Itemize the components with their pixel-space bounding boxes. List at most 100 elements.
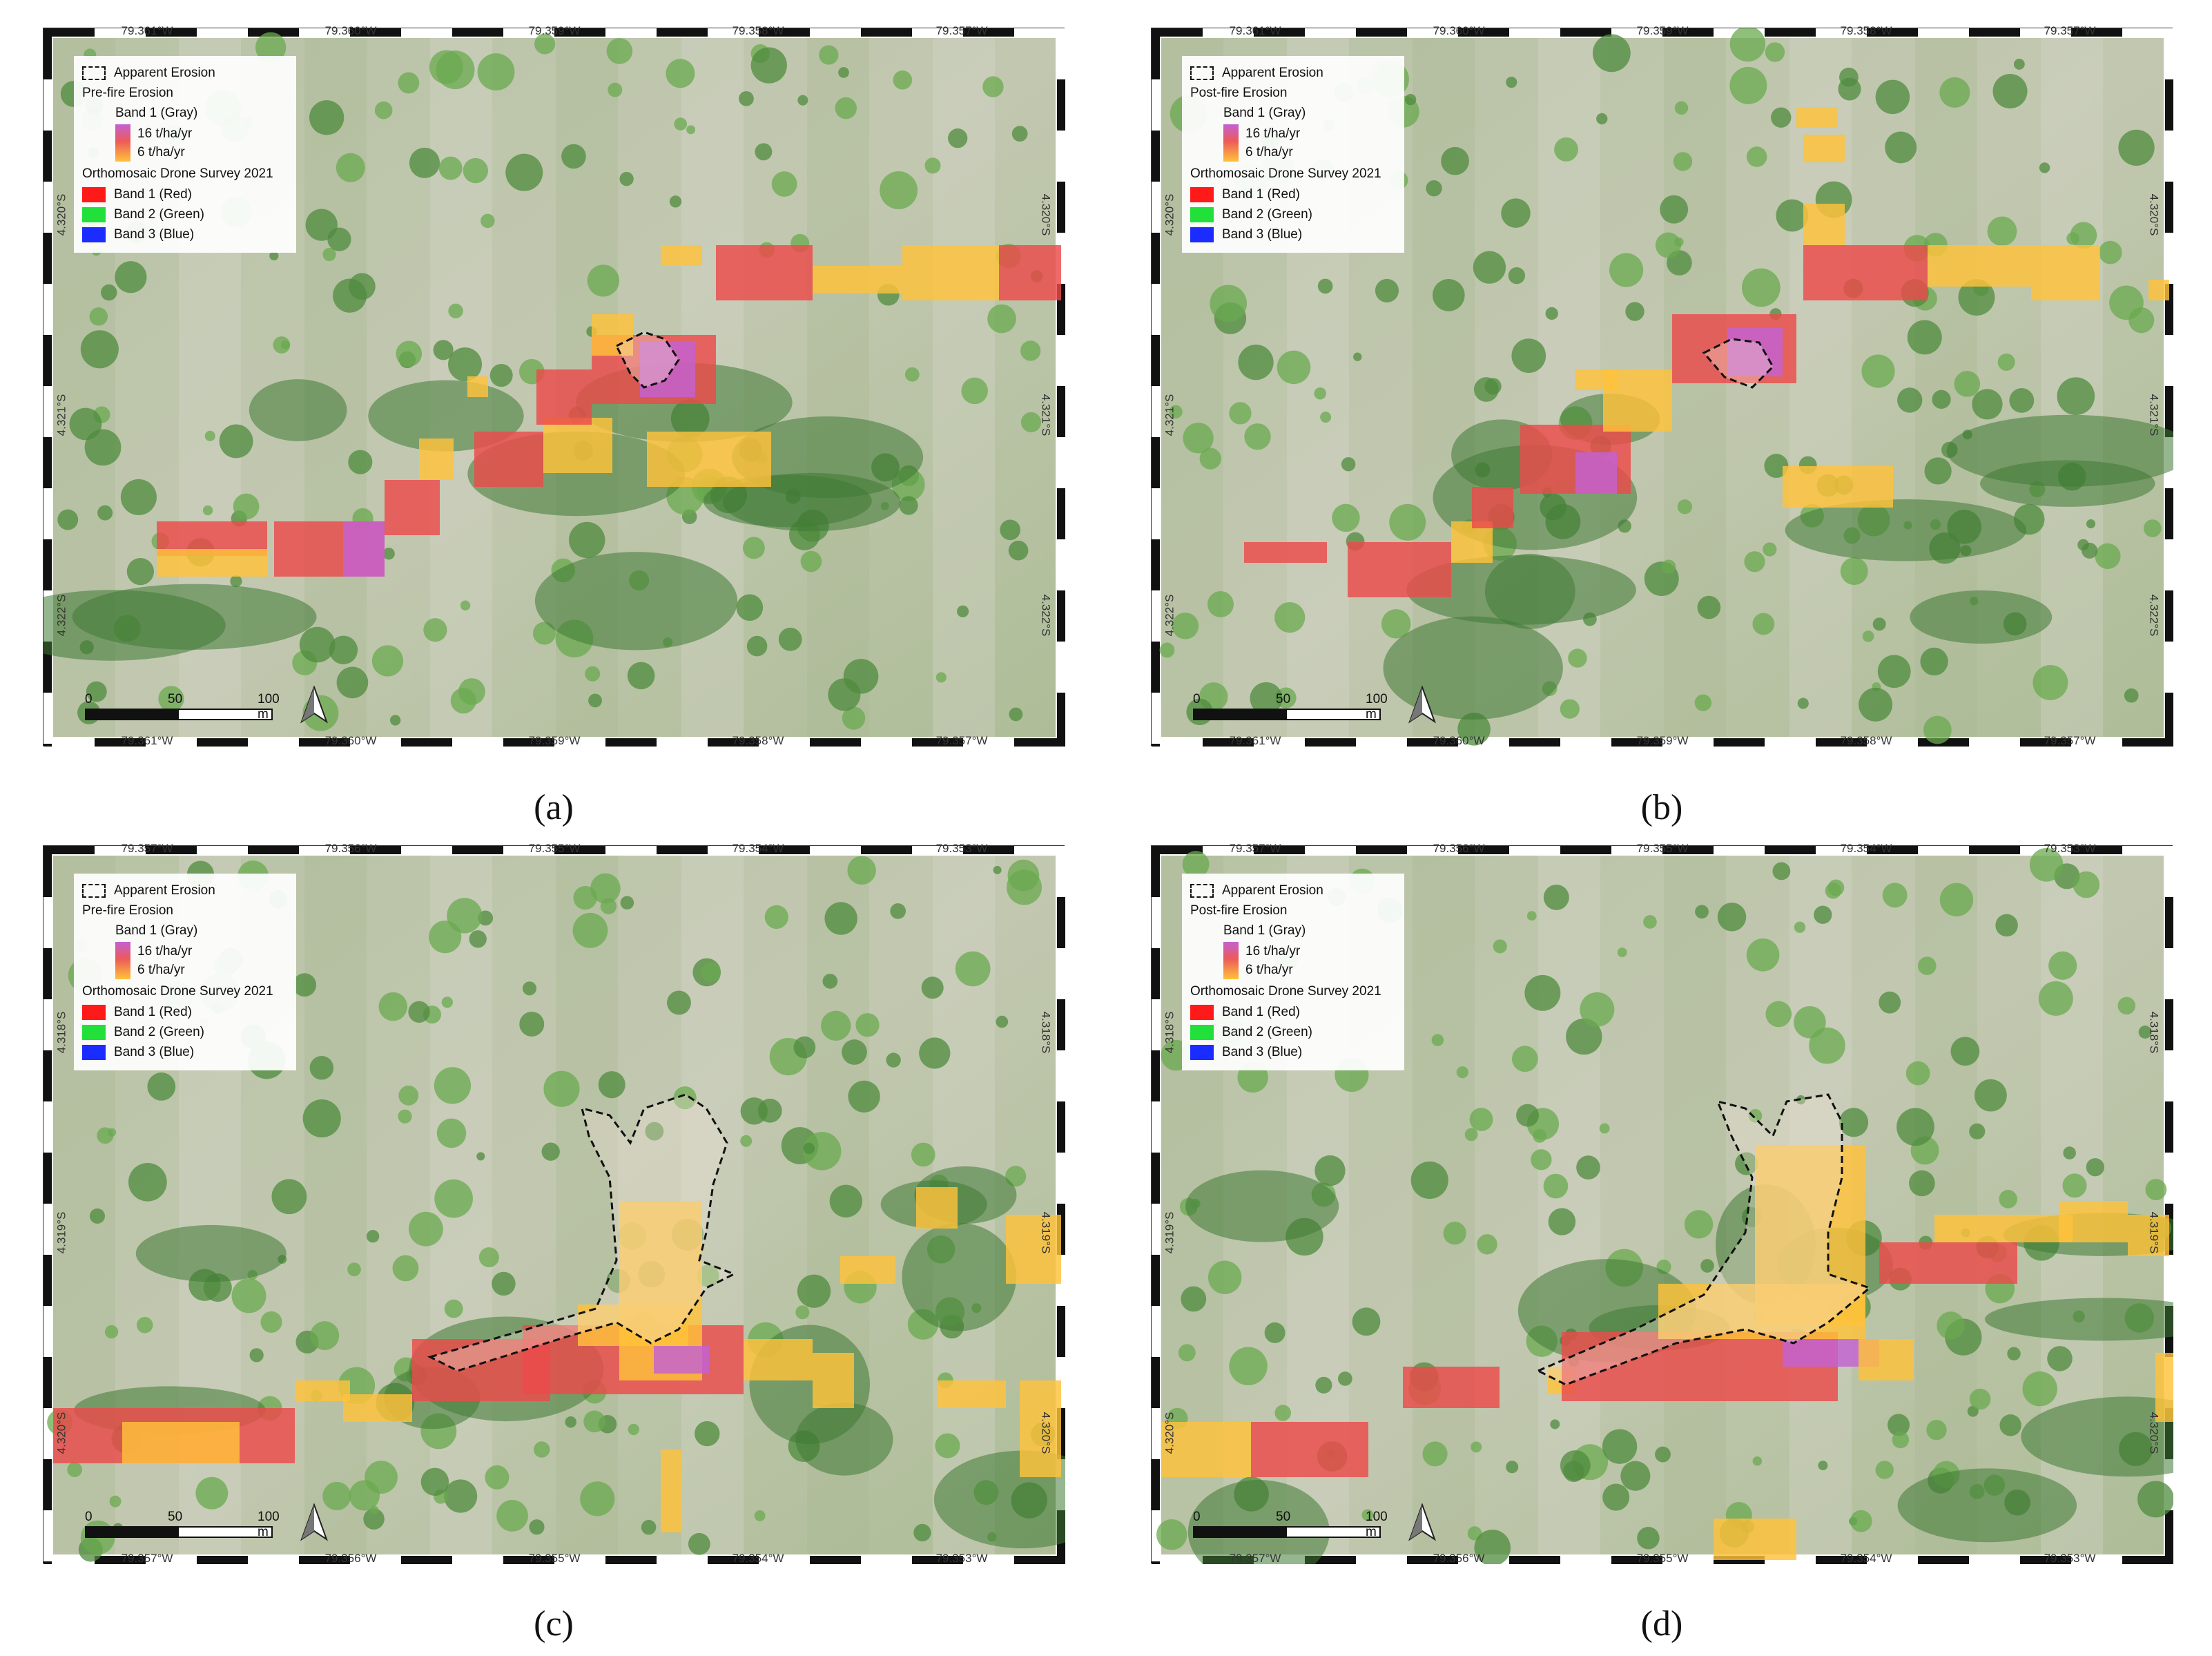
imagery-stripe [1664, 856, 1726, 1554]
tree-crown [429, 50, 463, 84]
tree-crown [1229, 1347, 1268, 1385]
scale-label-0: 0 [1193, 1510, 1201, 1524]
tree-crown [797, 1274, 831, 1308]
lat-tick-label-left: 4.322°S [55, 594, 68, 637]
tree-crown [1746, 146, 1767, 167]
border-tick [43, 437, 52, 488]
scale-bar-segments [85, 1526, 273, 1538]
tree-crown [1879, 991, 1901, 1014]
border-tick [1305, 738, 1356, 747]
tree-crown [1917, 956, 1937, 975]
tree-crown [309, 1056, 334, 1080]
vegetation-patches [1159, 28, 2173, 746]
tree-crown [349, 1480, 380, 1511]
legend-apparent-erosion: Apparent Erosion [82, 880, 288, 901]
border-tick [1152, 1255, 1160, 1306]
tree-crown [195, 1476, 229, 1510]
legend-apparent-erosion: Apparent Erosion [1190, 880, 1396, 901]
tree-crown [666, 59, 695, 88]
border-tick [1509, 1556, 1560, 1564]
tree-crown [382, 548, 395, 560]
border-tick [1152, 744, 1160, 747]
tree-crown [842, 1039, 867, 1065]
tree-crown [2013, 58, 2025, 70]
erosion-cell [1859, 1339, 1914, 1380]
tree-crown [534, 1441, 550, 1458]
erosion-cell [1803, 135, 1845, 162]
red-swatch [1190, 186, 1214, 202]
lat-tick-label-left: 4.322°S [1163, 594, 1176, 637]
map-panel-d: Apparent Erosion Post-fire Erosion Band … [1151, 842, 2173, 1565]
border-tick [43, 846, 52, 897]
lon-tick-label-top: 79.358°W [732, 24, 784, 37]
erosion-cell [592, 314, 633, 356]
erosion-cell [2155, 1353, 2173, 1422]
legend-label: Band 2 (Green) [1222, 1024, 1312, 1039]
erosion-cell [1575, 452, 1617, 494]
tree-crown [948, 128, 968, 148]
tree-crown [80, 330, 119, 369]
tree-crown [1511, 1046, 1538, 1072]
legend-band-gray: Band 1 (Gray) [1223, 106, 1306, 120]
border-tick [350, 846, 401, 854]
tree-crown [1020, 340, 1041, 361]
forest-patch [1383, 616, 1563, 720]
map-legend: Apparent Erosion Pre-fire Erosion Band 1… [74, 56, 296, 253]
legend-band-blue: Band 3 (Blue) [82, 224, 288, 244]
erosion-cell [916, 1187, 958, 1229]
border-tick [401, 738, 452, 747]
tree-crown [336, 153, 365, 182]
border-tick [1014, 1556, 1065, 1564]
tree-crown [529, 1519, 545, 1535]
blue-swatch [82, 227, 106, 242]
erosion-cell [1803, 204, 1845, 245]
lat-tick-label-right: 4.321°S [2147, 394, 2161, 436]
erosion-cell [536, 369, 592, 425]
tree-crown [1794, 921, 1806, 933]
tree-crown [1332, 503, 1360, 532]
tree-crown [1471, 1441, 1482, 1453]
tree-crown [1969, 1123, 1986, 1139]
map-legend: Apparent Erosion Post-fire Erosion Band … [1182, 874, 1404, 1070]
tree-crown [838, 67, 849, 78]
legend-label: Apparent Erosion [114, 65, 215, 80]
border-tick [1152, 437, 1160, 488]
tree-crown [1861, 354, 1895, 388]
scale-bar-segments [1193, 709, 1381, 720]
forest-patch [1897, 1468, 2077, 1543]
forest-patch [1185, 1170, 1339, 1242]
forest-patch [249, 379, 347, 441]
tree-crown [543, 1070, 580, 1107]
lon-tick-label-bottom: 79.361°W [121, 734, 173, 747]
tree-crown [2029, 847, 2064, 882]
tree-crown [800, 550, 822, 572]
tree-crown [746, 635, 768, 657]
tree-crown [532, 622, 556, 645]
legend-survey-title: Orthomosaic Drone Survey 2021 [82, 984, 273, 999]
tree-crown [987, 304, 1016, 334]
forest-patch [534, 552, 738, 651]
caption-a: (a) [534, 788, 574, 827]
tree-crown [1862, 630, 1874, 642]
tree-crown [1181, 1286, 1207, 1312]
tree-crown [1426, 180, 1442, 197]
tree-crown [569, 521, 605, 559]
tree-crown [433, 340, 454, 360]
legend-gradient: 16 t/ha/yr 6 t/ha/yr [1223, 940, 1396, 981]
tree-crown [2057, 377, 2095, 415]
tree-crown [305, 209, 338, 241]
tree-crown [374, 101, 393, 119]
tree-crown [448, 347, 483, 382]
border-tick [2165, 182, 2173, 233]
tree-crown [627, 662, 655, 690]
tree-crown [2095, 543, 2121, 569]
tree-crown [1905, 1061, 1930, 1086]
border-tick [1057, 386, 1065, 437]
border-tick [1254, 846, 1305, 854]
tree-crown [1997, 353, 2015, 371]
legend-label: Band 3 (Blue) [114, 227, 195, 242]
border-tick [1057, 79, 1065, 131]
lon-tick-label-top: 79.361°W [121, 24, 173, 37]
tree-crown [371, 645, 404, 677]
border-tick [43, 131, 52, 182]
